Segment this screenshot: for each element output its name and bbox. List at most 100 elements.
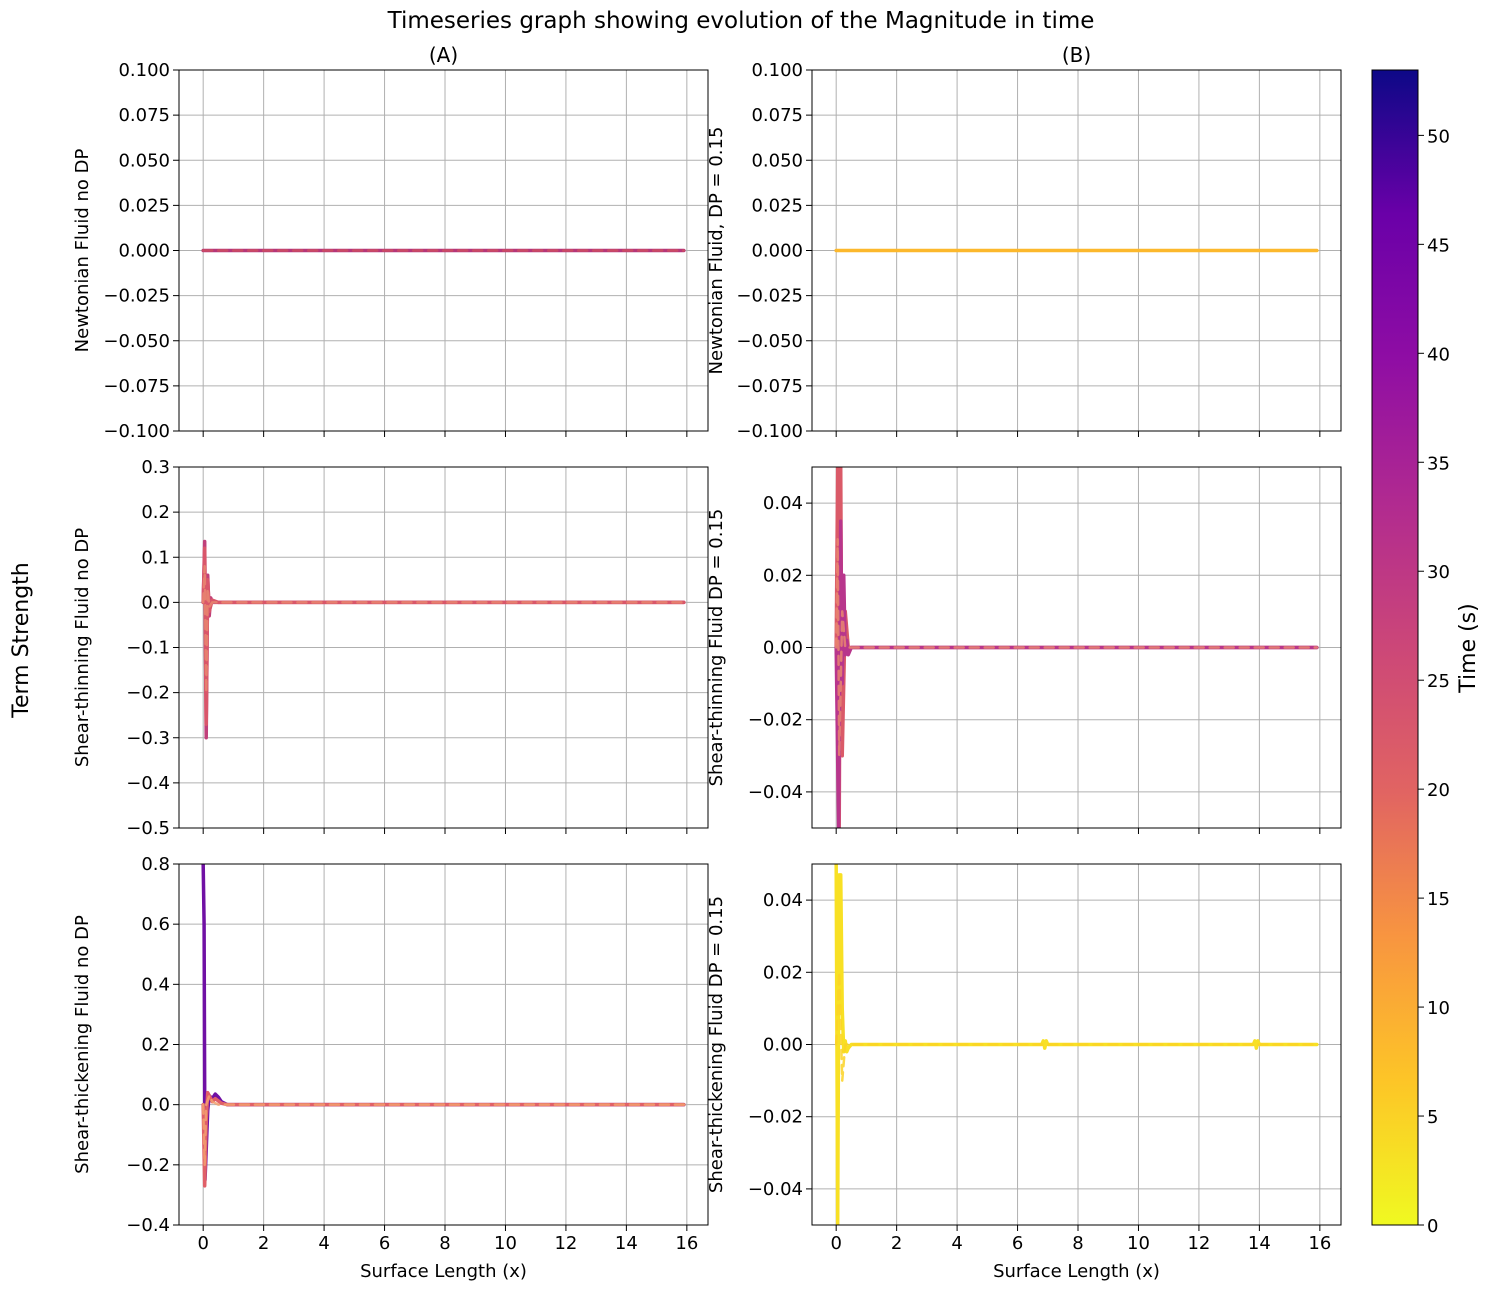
subplot-6: 0 2 4 6 8 10 12 14 16 −0.04 −0.02 0.00 0.02 0.04 Shear… — [706, 863, 1342, 1282]
x-tick-label: 0 — [197, 1233, 208, 1254]
series-group — [201, 864, 686, 1188]
y-tick-label: 0.100 — [751, 60, 803, 81]
y-tick-label: 0.025 — [751, 195, 803, 216]
column-title: (B) — [1062, 43, 1091, 67]
y-tick-label: 0.3 — [141, 457, 170, 478]
x-tick-label: 10 — [1127, 1233, 1150, 1254]
y-tick-label: 0.050 — [751, 150, 803, 171]
y-tick-label: −0.075 — [736, 376, 803, 397]
colorbar-tick-label: 30 — [1427, 562, 1450, 583]
x-tick-label: 4 — [318, 1233, 329, 1254]
y-tick-label: −0.2 — [126, 1155, 170, 1176]
colorbar: 0 5 10 15 20 25 30 35 40 45 50 Time (s) — [1371, 69, 1481, 1237]
x-tick-label: 16 — [1308, 1233, 1331, 1254]
grid — [179, 466, 708, 829]
y-tick-label: −0.02 — [748, 1107, 803, 1128]
x-tick-label: 4 — [951, 1233, 962, 1254]
series-line-3 — [834, 537, 1319, 758]
colorbar-ticks: 0 5 10 15 20 25 30 35 40 45 50 — [1418, 126, 1450, 1237]
colorbar-tick-label: 20 — [1427, 780, 1450, 801]
subplot-3: −0.5 −0.4 −0.3 −0.2 −0.1 0.0 0.1 0.2 0.3 Shear-th… — [72, 457, 709, 839]
series-group — [834, 467, 1319, 828]
y-tick-label: 0.00 — [763, 1035, 803, 1056]
y-tick-label: 0.075 — [751, 105, 803, 126]
y-tick-label: 0.025 — [118, 195, 170, 216]
y-tick-label: −0.100 — [736, 421, 803, 442]
y-tick-label: −0.100 — [103, 421, 170, 442]
series-group — [834, 864, 1319, 1225]
y-tick-label: 0.4 — [141, 974, 170, 995]
series-line-1 — [201, 539, 686, 740]
series-line-3 — [201, 1094, 686, 1167]
y-tick-label: −0.5 — [126, 818, 170, 839]
y-tick-label: −0.4 — [126, 773, 170, 794]
subplot-5: 0 2 4 6 8 10 12 14 16 −0.4 −0.2 0.0 0.2 0.4 0.6 0.8 Shea… — [72, 854, 709, 1282]
colorbar-tick-label: 15 — [1427, 889, 1450, 910]
series-line-2 — [201, 1090, 686, 1188]
colorbar-gradient — [1371, 69, 1419, 1226]
y-axis-label: Shear-thickening Fluid DP = 0.15 — [706, 896, 727, 1193]
y-tick-label: 0.8 — [141, 854, 170, 875]
shared-ylabel: Term Strength — [9, 562, 34, 718]
x-tick-label: 12 — [1187, 1233, 1210, 1254]
x-tick-label: 8 — [1072, 1233, 1083, 1254]
x-tick-label: 14 — [615, 1233, 638, 1254]
series-line-2 — [834, 971, 1319, 1082]
subplot-2: −0.100 −0.075 −0.050 −0.025 0.000 0.025 0.050 0… — [706, 43, 1342, 442]
subplots: −0.100−0.075−0.050−0.0250.0000.0250.0500… — [72, 43, 1342, 1282]
colorbar-tick-label: 40 — [1427, 344, 1450, 365]
y-tick-label: 0.2 — [141, 502, 170, 523]
colorbar-tick-label: 25 — [1427, 671, 1450, 692]
y-axis-label: Shear-thickening Fluid no DP — [72, 915, 93, 1174]
subplot-4: −0.04 −0.02 0.00 0.02 0.04 Shear-thinning Flu… — [706, 466, 1342, 834]
y-tick-label: −0.075 — [103, 376, 170, 397]
y-tick-label: −0.04 — [748, 1179, 803, 1200]
y-tick-label: −0.050 — [736, 331, 803, 352]
y-tick-label: 0.02 — [763, 565, 803, 586]
series-line-2 — [201, 546, 686, 726]
grid — [179, 863, 708, 1226]
y-tick-label: 0.1 — [141, 547, 170, 568]
series-line-1 — [201, 864, 686, 1182]
y-axis-label: Shear-thinning Fluid no DP — [72, 528, 93, 767]
colorbar-tick-label: 45 — [1427, 235, 1450, 256]
y-tick-label: 0.0 — [141, 1095, 170, 1116]
colorbar-tick-label: 0 — [1427, 1216, 1438, 1237]
x-tick-label: 2 — [258, 1233, 269, 1254]
x-tick-label: 6 — [1012, 1233, 1023, 1254]
y-tick-label: 0.075 — [118, 105, 170, 126]
x-tick-label: 0 — [830, 1233, 841, 1254]
y-tick-label: −0.025 — [103, 286, 170, 307]
y-tick-label: 0.00 — [763, 638, 803, 659]
y-axis-label: Newtonian Fluid no DP — [72, 149, 93, 353]
series-line-3 — [201, 565, 686, 694]
x-tick-label: 12 — [554, 1233, 577, 1254]
y-tick-label: 0.04 — [763, 890, 803, 911]
column-title: (A) — [429, 43, 458, 67]
colorbar-tick-label: 50 — [1427, 126, 1450, 147]
x-tick-label: 8 — [439, 1233, 450, 1254]
subplot-1: −0.100 −0.075 −0.050 −0.025 0.000 0.025 0.050 0… — [72, 43, 709, 442]
x-axis-label: Surface Length (x) — [993, 1261, 1160, 1282]
x-tick-label: 2 — [891, 1233, 902, 1254]
y-tick-label: −0.050 — [103, 331, 170, 352]
y-tick-label: 0.000 — [751, 241, 803, 262]
y-tick-label: 0.0 — [141, 592, 170, 613]
colorbar-tick-label: 35 — [1427, 453, 1450, 474]
y-tick-label: −0.2 — [126, 683, 170, 704]
y-tick-label: −0.1 — [126, 638, 170, 659]
y-tick-label: 0.050 — [118, 150, 170, 171]
y-tick-label: −0.02 — [748, 710, 803, 731]
series-group — [201, 539, 686, 740]
y-tick-label: −0.04 — [748, 782, 803, 803]
y-tick-label: 0.6 — [141, 914, 170, 935]
colorbar-tick-label: 5 — [1427, 1107, 1438, 1128]
y-tick-label: −0.4 — [126, 1215, 170, 1236]
x-axis-label: Surface Length (x) — [360, 1261, 527, 1282]
y-tick-label: 0.02 — [763, 962, 803, 983]
x-tick-label: 10 — [494, 1233, 517, 1254]
y-tick-label: 0.100 — [118, 60, 170, 81]
x-tick-label: 6 — [379, 1233, 390, 1254]
colorbar-label: Time (s) — [1456, 603, 1481, 693]
